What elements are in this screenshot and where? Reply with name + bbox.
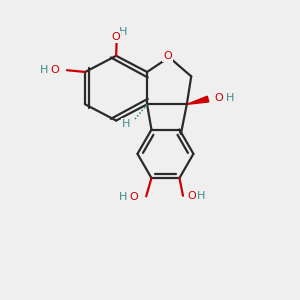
Polygon shape	[187, 96, 209, 104]
Text: H: H	[119, 192, 128, 202]
Text: O: O	[129, 192, 138, 202]
Text: H: H	[197, 191, 206, 201]
Text: O: O	[188, 191, 196, 201]
Text: O: O	[215, 94, 224, 103]
Text: H: H	[122, 119, 130, 129]
Text: O: O	[111, 32, 120, 42]
Text: H: H	[118, 27, 127, 37]
Text: H: H	[226, 94, 234, 103]
Text: O: O	[50, 64, 59, 75]
Text: H: H	[40, 64, 48, 75]
Text: O: O	[163, 51, 172, 61]
